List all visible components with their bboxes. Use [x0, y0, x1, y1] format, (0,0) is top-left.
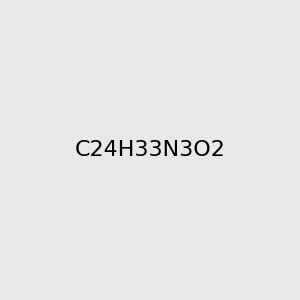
Text: C24H33N3O2: C24H33N3O2 [75, 140, 225, 160]
